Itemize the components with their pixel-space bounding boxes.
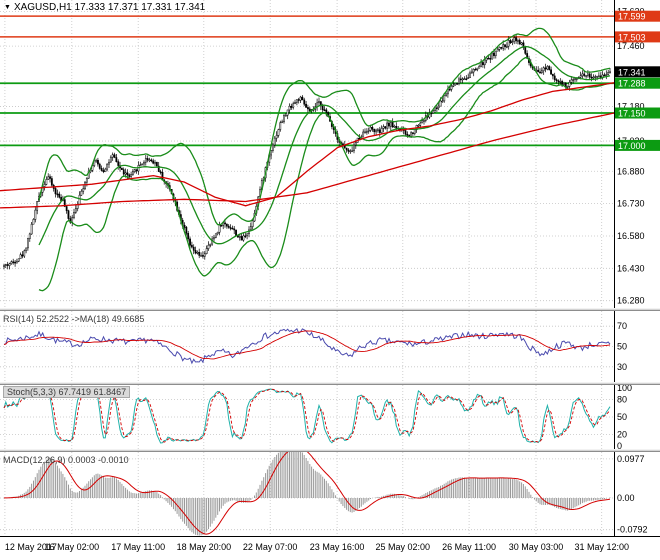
time-axis-label: 31 May 12:00: [574, 542, 629, 552]
svg-text:16.280: 16.280: [617, 296, 645, 306]
svg-text:50: 50: [617, 412, 627, 422]
panel-divider[interactable]: [0, 308, 660, 311]
panel-divider[interactable]: [0, 449, 660, 452]
support-resistance-lines: [0, 15, 614, 147]
svg-text:80: 80: [617, 395, 627, 405]
stoch-lines: [3, 388, 611, 444]
stoch-axis-labels: 100 80 50 200: [617, 385, 632, 449]
bollinger-bands: [38, 27, 611, 292]
horizontal-gridlines: [0, 11, 614, 302]
macd-indicator-label: MACD(12,26,9) 0.0003 -0.0010: [3, 455, 129, 465]
rsi-lines: [3, 327, 611, 365]
panel-divider[interactable]: [0, 382, 660, 385]
stoch-canvas[interactable]: 100 80 50 200: [0, 385, 660, 449]
macd-axis-labels: 0.0977 0.00 -0.0792: [617, 454, 648, 535]
svg-text:-0.0792: -0.0792: [617, 525, 648, 535]
time-axis-label: 12 May 2017: [4, 542, 57, 552]
svg-text:17.341: 17.341: [618, 67, 646, 77]
time-axis-label: 23 May 16:00: [309, 542, 365, 552]
stoch-level-lines: [0, 399, 614, 435]
chart-header: ▼ XAGUSD,H1 17.333 17.371 17.331 17.341: [4, 2, 205, 13]
svg-text:30: 30: [617, 362, 627, 372]
rsi-axis-labels: 70 50 30: [617, 321, 627, 372]
rsi-indicator-label: RSI(14) 52.2522 ->MA(18) 49.6685: [3, 314, 145, 324]
time-axis-label: 26 May 11:00: [442, 542, 497, 552]
svg-text:16.730: 16.730: [617, 199, 645, 209]
main-chart-canvas[interactable]: 17.62017.46017.18017.02016.88016.73016.5…: [0, 0, 660, 308]
svg-text:17.503: 17.503: [618, 32, 646, 42]
svg-text:17.460: 17.460: [617, 41, 645, 51]
time-axis-label: 22 May 07:00: [242, 542, 298, 552]
svg-text:0.0977: 0.0977: [617, 454, 645, 464]
svg-text:17.288: 17.288: [618, 79, 646, 89]
time-axis-label: 18 May 20:00: [176, 542, 232, 552]
price-axis-labels: 17.62017.46017.18017.02016.88016.73016.5…: [617, 7, 645, 306]
stoch-indicator-label: Stoch(5,3,3) 67.7419 61.8467: [3, 386, 131, 398]
rsi-canvas[interactable]: 70 50 30: [0, 311, 660, 382]
macd-signal-line: [3, 452, 611, 535]
time-axis-label: 17 May 11:00: [111, 542, 166, 552]
svg-text:50: 50: [617, 342, 627, 352]
svg-text:17.180: 17.180: [617, 102, 645, 112]
time-axis[interactable]: 12 May 2017 16 May 02:00 17 May 11:00 18 Ma…: [0, 536, 660, 560]
svg-text:0: 0: [617, 441, 622, 449]
time-axis-label: 25 May 02:00: [375, 542, 431, 552]
svg-text:16.430: 16.430: [617, 263, 645, 273]
svg-text:17.599: 17.599: [618, 12, 646, 22]
time-axis-label: 30 May 03:00: [508, 542, 564, 552]
candles: [3, 33, 611, 270]
macd-canvas[interactable]: 0.0977 0.00 -0.0792: [0, 452, 660, 536]
symbol-ohlc-label: XAGUSD,H1 17.333 17.371 17.331 17.341: [13, 2, 206, 13]
svg-text:16.880: 16.880: [617, 166, 645, 176]
svg-text:70: 70: [617, 321, 627, 331]
svg-text:100: 100: [617, 385, 632, 393]
time-axis-label: 16 May 02:00: [44, 542, 100, 552]
price-line-badges: 17.599 17.503 17.288 17.150 17.000 17.341: [615, 10, 660, 151]
svg-text:20: 20: [617, 430, 627, 440]
collapse-arrow-icon[interactable]: ▼: [4, 4, 11, 11]
svg-text:17.000: 17.000: [618, 141, 646, 151]
svg-text:17.150: 17.150: [618, 109, 646, 119]
rsi-level-lines: [0, 325, 614, 368]
red-moving-averages: [0, 82, 615, 209]
macd-level-lines: [0, 458, 614, 531]
svg-text:16.580: 16.580: [617, 231, 645, 241]
svg-text:0.00: 0.00: [617, 493, 635, 503]
